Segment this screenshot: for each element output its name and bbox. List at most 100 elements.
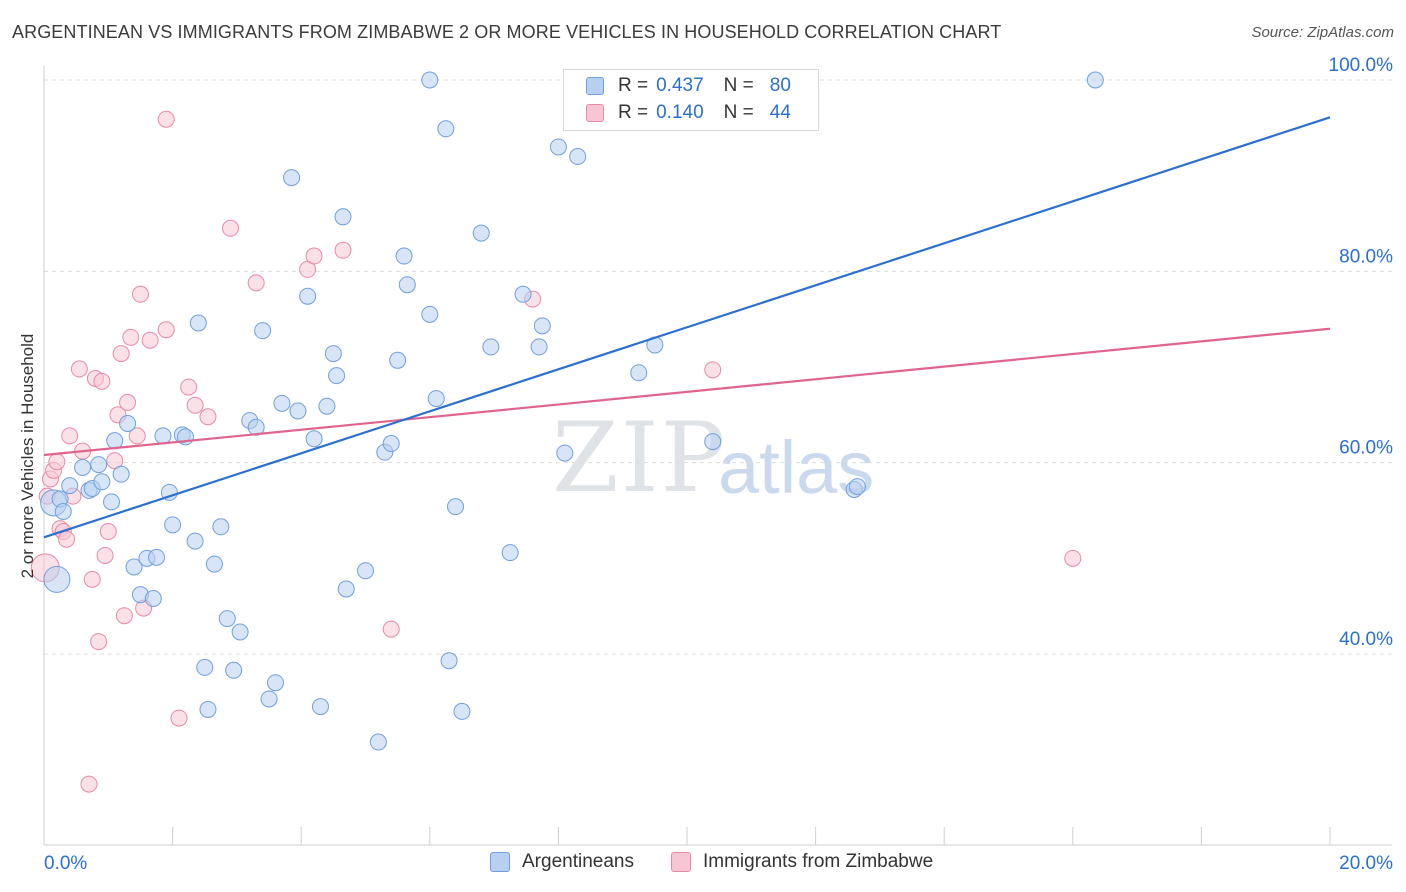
data-point-argentineans	[514, 285, 532, 303]
data-point-zimbabwe	[334, 241, 352, 259]
data-point-zimbabwe	[141, 331, 159, 349]
legend-swatch-pink	[671, 852, 691, 872]
data-point-zimbabwe	[99, 523, 117, 541]
data-point-zimbabwe	[247, 274, 265, 292]
legend-swatch-blue	[586, 77, 604, 95]
data-point-argentineans	[160, 483, 178, 501]
data-point-argentineans	[164, 516, 182, 534]
legend-r-label: R =	[618, 75, 649, 96]
data-point-zimbabwe	[119, 393, 137, 411]
source-label: Source: ZipAtlas.com	[1251, 24, 1394, 41]
legend-n-value: 80	[769, 75, 791, 96]
data-point-argentineans	[199, 700, 217, 718]
data-point-zimbabwe	[58, 530, 76, 548]
legend-row-zimbabwe: R = 0.140 N = 44	[586, 100, 791, 126]
y-axis-title: 2 or more Vehicles in Household	[18, 334, 37, 579]
data-point-zimbabwe	[221, 219, 239, 237]
data-point-argentineans	[569, 148, 587, 166]
axes	[43, 66, 1392, 846]
series-zimbabwe-points	[30, 110, 1082, 793]
data-point-argentineans	[311, 698, 329, 716]
data-point-argentineans	[421, 71, 439, 89]
data-point-argentineans	[501, 544, 519, 562]
data-point-argentineans	[74, 458, 92, 476]
data-point-zimbabwe	[199, 408, 217, 426]
data-point-argentineans	[289, 402, 307, 420]
data-point-zimbabwe	[170, 709, 188, 727]
data-point-argentineans	[389, 351, 407, 369]
data-point-argentineans	[218, 610, 236, 628]
data-point-argentineans	[334, 208, 352, 226]
legend-label-argentineans: Argentineans	[522, 851, 634, 872]
data-point-argentineans	[337, 580, 355, 598]
data-point-argentineans	[357, 562, 374, 580]
data-point-zimbabwe	[122, 328, 140, 346]
data-point-argentineans	[231, 623, 249, 641]
data-point-argentineans	[630, 364, 648, 382]
data-point-zimbabwe	[112, 345, 130, 363]
data-point-argentineans	[1086, 71, 1104, 89]
data-point-argentineans	[43, 565, 71, 593]
legend-n-value: 44	[769, 102, 791, 123]
legend-n-label: N =	[723, 75, 754, 96]
data-point-zimbabwe	[80, 775, 98, 793]
data-point-zimbabwe	[305, 247, 323, 265]
data-point-zimbabwe	[93, 372, 111, 390]
data-point-argentineans	[848, 478, 866, 496]
data-point-zimbabwe	[96, 546, 114, 564]
data-point-argentineans	[472, 224, 490, 242]
data-point-argentineans	[189, 314, 207, 332]
data-point-argentineans	[395, 247, 413, 265]
legend-n-label: N =	[723, 102, 754, 123]
data-point-zimbabwe	[128, 427, 146, 445]
data-point-argentineans	[704, 433, 722, 451]
series-argentineans-points	[40, 71, 1104, 751]
data-point-argentineans	[530, 338, 548, 356]
data-point-argentineans	[447, 498, 465, 516]
data-point-argentineans	[266, 674, 284, 692]
data-point-zimbabwe	[180, 378, 198, 396]
data-point-argentineans	[148, 548, 166, 566]
y-tick-label: 60.0%	[1339, 438, 1393, 459]
data-point-argentineans	[324, 345, 342, 363]
data-point-zimbabwe	[70, 360, 88, 378]
data-point-argentineans	[90, 456, 108, 474]
data-point-argentineans	[54, 502, 72, 520]
data-point-zimbabwe	[48, 453, 66, 471]
data-point-argentineans	[103, 493, 121, 511]
data-point-argentineans	[299, 287, 317, 305]
data-point-argentineans	[482, 338, 500, 356]
data-point-argentineans	[119, 414, 137, 432]
data-point-zimbabwe	[131, 285, 149, 303]
data-point-argentineans	[427, 390, 445, 408]
data-point-argentineans	[328, 367, 346, 385]
data-point-zimbabwe	[157, 110, 175, 128]
data-point-argentineans	[106, 432, 124, 450]
legend-r-value: 0.140	[656, 102, 704, 123]
data-point-argentineans	[61, 477, 79, 495]
bottom-legend-zimbabwe: Immigrants from Zimbabwe	[671, 851, 933, 873]
data-point-argentineans	[260, 690, 278, 708]
trend-lines	[43, 116, 1331, 539]
data-point-argentineans	[225, 661, 243, 679]
trend-line-argentineans	[43, 116, 1331, 539]
data-point-argentineans	[533, 317, 551, 335]
data-point-argentineans	[305, 430, 323, 448]
legend-r-value: 0.437	[656, 75, 704, 96]
data-point-argentineans	[212, 518, 230, 536]
legend-swatch-pink	[586, 104, 604, 122]
bottom-legend-argentineans: Argentineans	[490, 851, 634, 873]
trend-line-zimbabwe	[43, 327, 1331, 457]
data-point-argentineans	[112, 465, 130, 483]
data-point-zimbabwe	[115, 607, 133, 625]
data-point-argentineans	[318, 397, 336, 415]
data-point-zimbabwe	[704, 361, 722, 379]
stats-legend: R = 0.437 N = 80 R = 0.140 N = 44	[563, 69, 819, 131]
data-point-argentineans	[186, 532, 204, 550]
data-point-argentineans	[283, 169, 301, 187]
legend-swatch-blue	[490, 852, 510, 872]
y-tick-label: 80.0%	[1339, 246, 1393, 267]
data-point-argentineans	[196, 658, 214, 676]
data-point-argentineans	[154, 427, 172, 445]
y-tick-label: 40.0%	[1339, 629, 1393, 650]
